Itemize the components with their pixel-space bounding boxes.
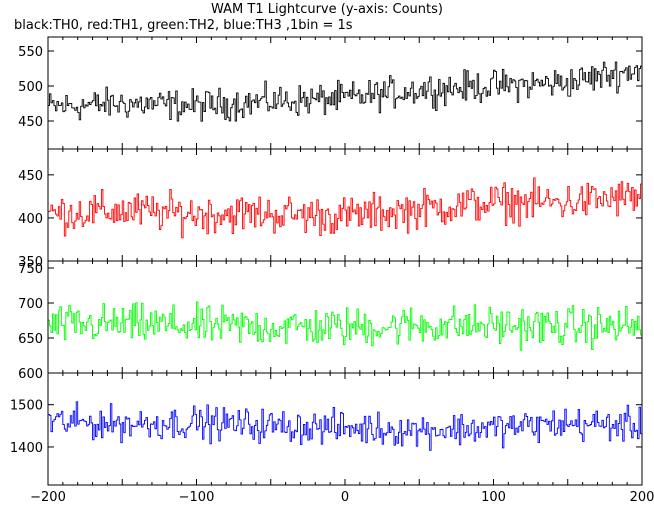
y-tick-label: 600 bbox=[18, 367, 43, 382]
panel-TH0: 450 500 550 bbox=[18, 36, 643, 150]
x-tick-label: 200 bbox=[630, 490, 654, 505]
y-tick-label: 450 bbox=[18, 169, 43, 184]
chart-title: WAM T1 Lightcurve (y-axis: Counts) bbox=[211, 2, 443, 17]
x-tick-label: −200 bbox=[30, 490, 66, 505]
x-tick-label: 0 bbox=[341, 490, 349, 505]
series-line-TH0 bbox=[48, 61, 642, 122]
y-tick-label: 750 bbox=[18, 262, 43, 277]
x-tick-label: 100 bbox=[481, 490, 506, 505]
chart-subtitle: black:TH0, red:TH1, green:TH2, blue:TH3 … bbox=[14, 18, 353, 33]
y-tick-label: 1500 bbox=[10, 399, 43, 414]
series-line-TH2 bbox=[48, 301, 642, 351]
series-line-TH1 bbox=[48, 177, 642, 239]
y-tick-label: 550 bbox=[18, 45, 43, 60]
panel-TH2: 600 650 700 750 bbox=[18, 260, 643, 382]
x-tick-label: −100 bbox=[179, 490, 215, 505]
panel-TH1: 350 400 450 bbox=[18, 148, 643, 270]
panel-TH3: 1400 1500 −200 −100 0 100 200 bbox=[10, 372, 654, 505]
y-tick-label: 700 bbox=[18, 297, 43, 312]
series-line-TH3 bbox=[48, 401, 642, 451]
y-tick-label: 400 bbox=[18, 212, 43, 227]
y-tick-label: 500 bbox=[18, 80, 43, 95]
y-tick-label: 1400 bbox=[10, 441, 43, 456]
y-tick-label: 650 bbox=[18, 332, 43, 347]
y-tick-label: 450 bbox=[18, 115, 43, 130]
y-tick-label: 350 bbox=[18, 255, 43, 270]
